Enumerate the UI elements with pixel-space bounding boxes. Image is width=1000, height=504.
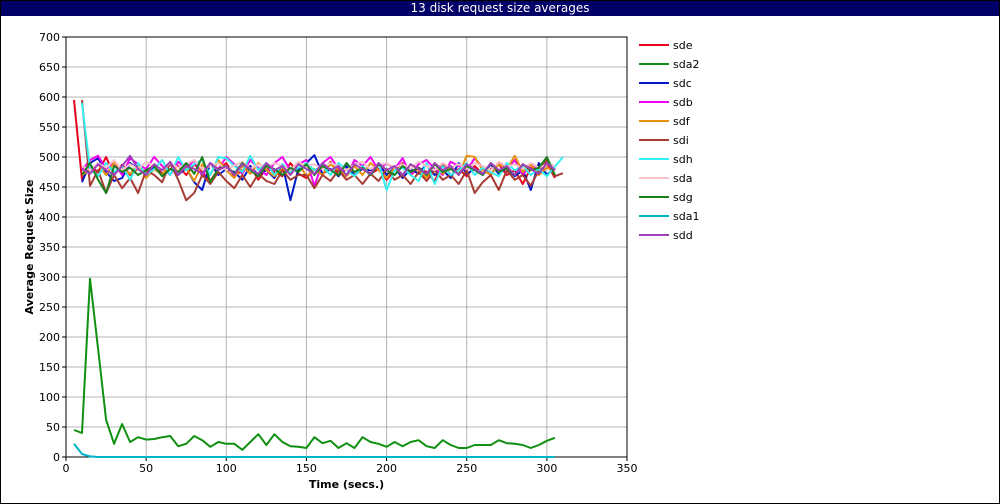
y-tick-label: 100 [39, 391, 60, 404]
series-line-sda1 [73, 443, 555, 458]
y-tick-label: 50 [46, 421, 60, 434]
y-tick-label: 0 [53, 451, 60, 464]
legend-label-sdc: sdc [673, 77, 692, 90]
legend-label-sda1: sda1 [673, 210, 699, 223]
chart-title: 13 disk request size averages [1, 1, 999, 16]
series-line-sda2 [73, 277, 556, 451]
legend-label-sda: sda [673, 172, 692, 185]
legend-label-sdg: sdg [673, 191, 693, 204]
y-tick-label: 400 [39, 211, 60, 224]
y-axis-label: Average Request Size [23, 179, 36, 314]
line-chart: 0501001502002503003504004505005506006507… [23, 31, 699, 491]
x-tick-label: 250 [456, 462, 477, 475]
y-tick-label: 700 [39, 31, 60, 44]
x-tick-label: 350 [617, 462, 638, 475]
x-tick-label: 0 [63, 462, 70, 475]
x-tick-label: 100 [216, 462, 237, 475]
series-line-sdg [81, 156, 556, 194]
legend: sde sda2 sdc sdb sdf sdi sdh sda sdg sda1 sdd [639, 39, 699, 242]
axis-ticks: 0501001502002503003504004505005506006507… [39, 31, 638, 475]
x-axis-label: Time (secs.) [309, 478, 384, 491]
series-line-sdi [81, 99, 564, 202]
y-tick-label: 600 [39, 91, 60, 104]
y-tick-label: 250 [39, 301, 60, 314]
x-tick-label: 50 [139, 462, 153, 475]
series-line-sdc [81, 154, 556, 202]
y-tick-label: 350 [39, 241, 60, 254]
x-tick-label: 200 [376, 462, 397, 475]
series-line-sdd [81, 154, 556, 176]
x-tick-label: 150 [296, 462, 317, 475]
series-lines [73, 99, 564, 458]
y-tick-label: 300 [39, 271, 60, 284]
y-tick-label: 500 [39, 151, 60, 164]
grid [65, 36, 628, 458]
legend-label-sdd: sdd [673, 229, 693, 242]
y-tick-label: 450 [39, 181, 60, 194]
legend-label-sdi: sdi [673, 134, 689, 147]
y-tick-label: 150 [39, 361, 60, 374]
y-tick-label: 550 [39, 121, 60, 134]
y-tick-label: 650 [39, 61, 60, 74]
legend-label-sdh: sdh [673, 153, 693, 166]
x-tick-label: 300 [536, 462, 557, 475]
legend-label-sda2: sda2 [673, 58, 699, 71]
y-tick-label: 200 [39, 331, 60, 344]
legend-label-sdb: sdb [673, 96, 693, 109]
legend-label-sdf: sdf [673, 115, 691, 128]
legend-label-sde: sde [673, 39, 693, 52]
